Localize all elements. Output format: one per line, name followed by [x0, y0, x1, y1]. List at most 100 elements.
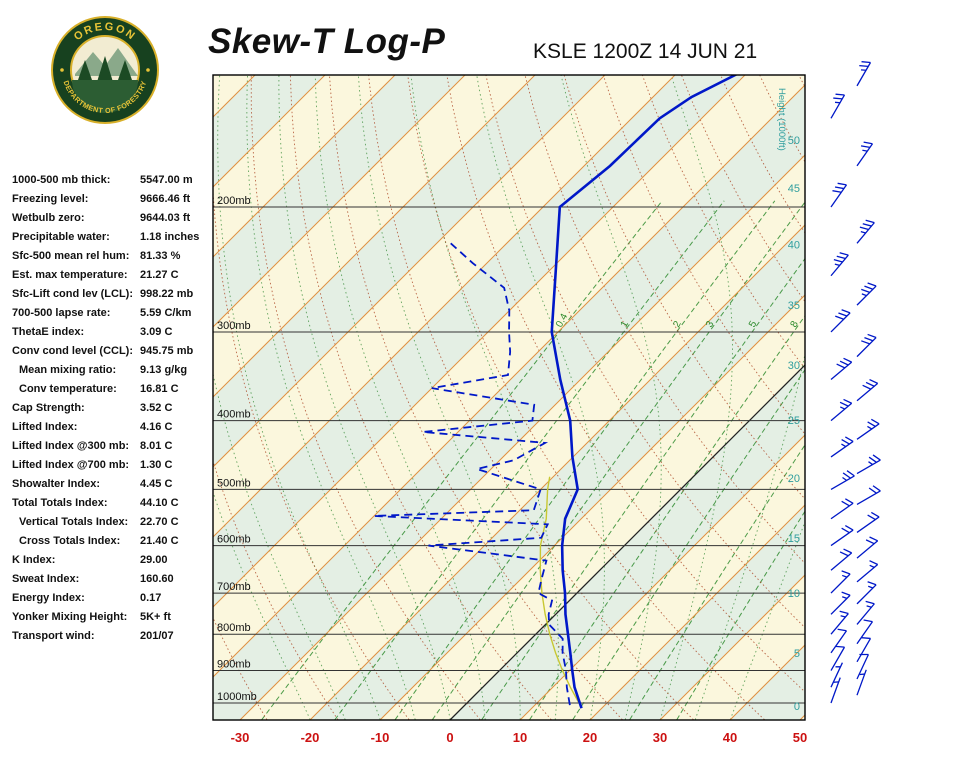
wind-barb-tick	[869, 378, 878, 384]
wind-barb-tick	[872, 485, 881, 492]
index-label: Cross Totals Index:	[19, 535, 121, 547]
mixing-ratio-line	[629, 443, 805, 720]
wind-barb-tick	[861, 61, 871, 64]
dry-adiabat-line	[835, 69, 960, 719]
index-label: Freezing level:	[12, 193, 89, 205]
wind-barb-half-tick	[868, 461, 873, 466]
index-row: Lifted Index @700 mb: 1.30 C	[12, 459, 217, 478]
tree-icon	[118, 60, 132, 80]
isotherm-line	[213, 84, 805, 678]
pressure-label: 200mb	[217, 195, 251, 207]
dry-adiabat-line	[952, 69, 960, 719]
pressure-label: 300mb	[217, 320, 251, 332]
wind-barb-staff	[830, 677, 841, 704]
index-value: 201/07	[140, 630, 174, 642]
mixing-ratio-label: 8	[789, 319, 802, 329]
isotherm-line	[519, 434, 805, 720]
wind-barb-half-tick	[869, 564, 875, 568]
wind-barb-staff	[856, 222, 875, 244]
index-label: Showalter Index:	[12, 478, 101, 490]
mixing-ratio-label: 5	[747, 319, 760, 329]
wind-barb-tick	[844, 498, 854, 504]
index-label: Total Totals Index:	[12, 497, 108, 509]
wind-barb-tick	[870, 511, 880, 518]
index-value: 81.33 %	[140, 250, 181, 262]
wind-barb-staff	[856, 638, 872, 663]
temp-axis-label: 50	[793, 730, 807, 745]
height-axis-title: Height (1000ft)	[776, 88, 787, 151]
wind-barb-staff	[830, 402, 853, 422]
index-row: Showalter Index: 4.45 C	[12, 478, 217, 497]
odf-logo-seal: OREGON DEPARTMENT OF FORESTRY	[51, 16, 159, 124]
wind-barb-tick	[859, 64, 869, 68]
height-axis-label: 50	[788, 135, 800, 147]
mixing-ratio-line	[529, 314, 805, 720]
dry-adiabat-line	[913, 69, 960, 719]
wind-barb-staff	[856, 564, 879, 583]
index-row: Sfc-500 mean rel hum: 81.33 %	[12, 250, 217, 269]
logo-left-dot	[60, 68, 64, 72]
wind-barb-tick	[868, 487, 877, 494]
dry-adiabat-line	[641, 75, 805, 370]
index-row: Vertical Totals Index: 22.70 C	[12, 516, 217, 535]
height-axis-label: 35	[788, 300, 800, 312]
wind-barb-tick	[862, 223, 872, 227]
index-value: 0.17	[140, 592, 162, 604]
index-row: Conv cond level (CCL): 945.75 mb	[12, 345, 217, 364]
wind-barb-staff	[856, 382, 879, 402]
wind-barb-staff	[830, 646, 846, 671]
mixing-ratio-line	[261, 200, 663, 720]
mixing-ratio-label: 1	[619, 319, 632, 329]
wind-barb-staff	[830, 573, 851, 594]
index-row: Lifted Index @300 mb: 8.01 C	[12, 440, 217, 459]
isotherm-line	[213, 75, 466, 328]
wind-barb-tick	[864, 285, 874, 290]
wind-barb-half-tick	[862, 149, 868, 152]
pressure-label: 600mb	[217, 534, 251, 546]
logo-forest-scene	[72, 48, 138, 113]
mixing-ratio-line	[676, 510, 805, 720]
index-label: Yonker Mixing Height:	[12, 611, 128, 623]
wind-barb-tick	[836, 255, 846, 260]
wind-barb-tick	[839, 551, 849, 557]
isotherm-line	[213, 75, 676, 538]
wind-barb-tick	[861, 637, 871, 640]
indices-panel: 1000-500 mb thick: 5547.00 m Freezing leve…	[12, 174, 217, 649]
index-label: K Index:	[12, 554, 56, 566]
wind-barb-half-tick	[834, 263, 840, 267]
index-row: Conv temperature: 16.81 C	[12, 383, 217, 402]
isotherm-line	[213, 75, 746, 608]
index-value: 5K+ ft	[140, 611, 171, 623]
wind-barb-half-tick	[860, 231, 866, 234]
isotherm-line	[213, 75, 606, 468]
index-value: 160.60	[140, 573, 174, 585]
moist-adiabat-line	[314, 75, 486, 720]
wind-barb-half-tick	[841, 574, 848, 578]
index-label: Transport wind:	[12, 630, 95, 642]
index-label: Sfc-500 mean rel hum:	[12, 250, 130, 262]
wind-barb-tick	[867, 581, 877, 586]
dewpoint-profile-line	[374, 242, 571, 706]
index-value: 1.30 C	[140, 459, 173, 471]
wind-barb-tick	[861, 288, 870, 294]
isotherm-line	[309, 224, 805, 720]
wind-barb-tick	[859, 226, 869, 231]
index-label: Conv cond level (CCL):	[12, 345, 134, 357]
wind-barb-tick	[837, 628, 847, 632]
isotherm-line	[239, 154, 805, 720]
temp-axis-label: 0	[446, 730, 453, 745]
index-value: 1.18 inches	[140, 231, 200, 243]
index-row: Sfc-Lift cond lev (LCL): 998.22 mb	[12, 288, 217, 307]
wind-barb-tick	[843, 398, 852, 404]
height-axis-label: 10	[788, 588, 800, 600]
index-label: Precipitable water:	[12, 231, 110, 243]
wind-barb-tick	[868, 456, 877, 463]
dry-adiabat-line	[368, 75, 694, 720]
index-value: 44.10 C	[140, 497, 179, 509]
index-row: Energy Index: 0.17	[12, 592, 217, 611]
wind-barb-tick	[869, 536, 878, 542]
dry-adiabat-line	[798, 75, 805, 89]
index-label: Est. max temperature:	[12, 269, 128, 281]
wind-barb-tick	[844, 525, 854, 531]
pressure-label: 1000mb	[217, 691, 257, 703]
